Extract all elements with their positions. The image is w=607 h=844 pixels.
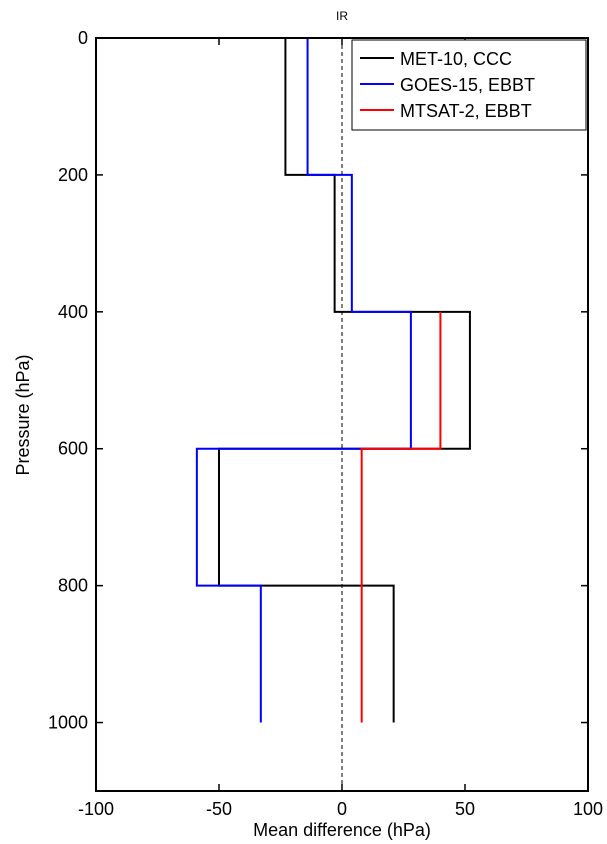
x-tick-label: 100 [573,799,603,819]
legend-label-mtsat-2-ebbt: MTSAT-2, EBBT [400,101,532,121]
series-line-mtsat-2-ebbt [360,311,442,723]
series-layer [195,38,471,723]
legend-label-goes-15-ebbt: GOES-15, EBBT [400,75,535,95]
y-tick-label: 0 [78,28,88,48]
legend: MET-10, CCC GOES-15, EBBT MTSAT-2, EBBT [351,39,587,131]
plot-frame [95,37,589,792]
chart-title: IR [336,9,348,23]
x-tick-label: -100 [78,799,114,819]
x-tick-label: 50 [455,799,475,819]
y-tick-label: 800 [58,576,88,596]
y-tick-label: 200 [58,165,88,185]
x-tick-label: 0 [337,799,347,819]
y-tick-label: 1000 [48,713,88,733]
plot-background [96,38,588,791]
y-tick-label: 600 [58,439,88,459]
x-tick-label: -50 [206,799,232,819]
legend-label-met-10-ccc: MET-10, CCC [400,49,512,69]
x-axis-title: Mean difference (hPa) [253,820,431,840]
y-axis-title: Pressure (hPa) [13,354,33,475]
y-tick-label: 400 [58,302,88,322]
series-line-goes-15-ebbt [195,38,412,723]
